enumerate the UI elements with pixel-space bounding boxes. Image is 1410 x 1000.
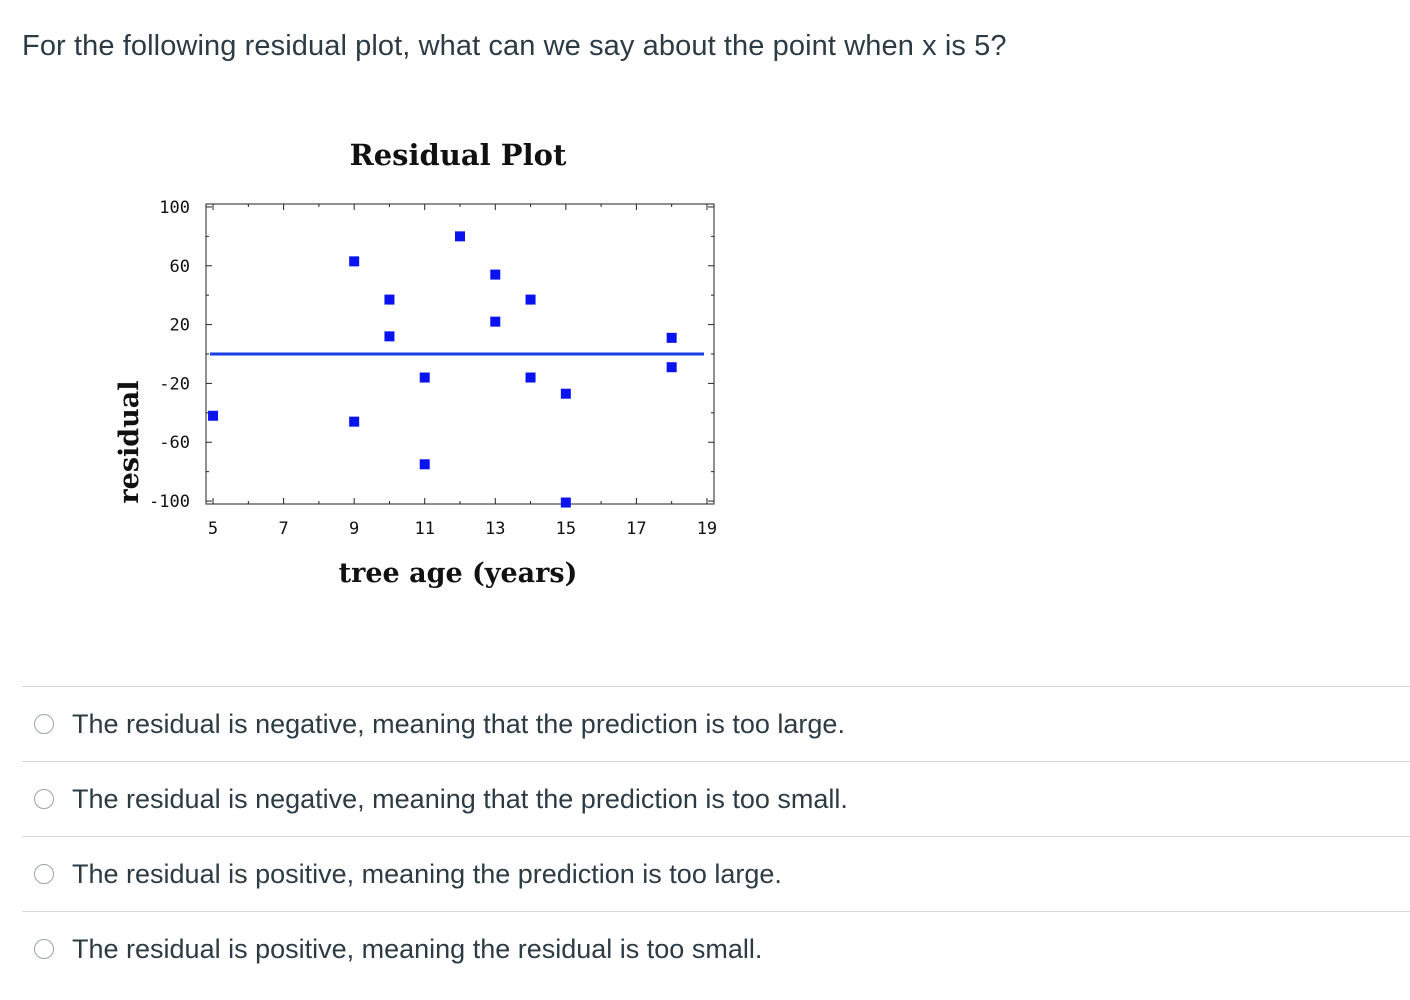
- data-point: [455, 231, 465, 242]
- x-axis-label: tree age (years): [339, 558, 578, 589]
- y-tick-label: -100: [149, 492, 190, 512]
- residual-plot-chart: Residual Plot 5 7 9 11 13 15 17 19 100 60 20 -20 -60…: [100, 130, 740, 610]
- data-point: [384, 294, 395, 305]
- x-tick-label: 7: [278, 519, 288, 539]
- data-points: [208, 231, 677, 508]
- chart-title: Residual Plot: [350, 138, 567, 172]
- data-point: [208, 410, 219, 421]
- answer-options: The residual is negative, meaning that t…: [22, 686, 1410, 986]
- radio-button[interactable]: [34, 864, 54, 884]
- data-point: [560, 388, 571, 399]
- data-point: [666, 362, 677, 373]
- y-tick-label: -60: [159, 433, 190, 453]
- data-point: [490, 269, 501, 280]
- data-point: [525, 294, 536, 305]
- data-point: [525, 372, 536, 383]
- data-point: [349, 256, 360, 267]
- answer-option-2[interactable]: The residual is negative, meaning that t…: [22, 761, 1410, 836]
- data-point: [490, 316, 501, 327]
- axis-tick-labels: 5 7 9 11 13 15 17 19 100 60 20 -20 -60 -100: [149, 198, 717, 539]
- y-tick-label: 100: [159, 198, 190, 218]
- answer-option-4[interactable]: The residual is positive, meaning the re…: [22, 911, 1410, 986]
- radio-button[interactable]: [34, 939, 54, 959]
- x-tick-label: 11: [414, 519, 434, 539]
- y-tick-label: 20: [170, 316, 190, 336]
- answer-option-1[interactable]: The residual is negative, meaning that t…: [22, 686, 1410, 761]
- data-point: [349, 416, 360, 427]
- data-point: [560, 497, 571, 508]
- answer-label: The residual is negative, meaning that t…: [72, 783, 848, 814]
- data-point: [419, 459, 430, 470]
- radio-button[interactable]: [34, 714, 54, 734]
- y-tick-label: -20: [159, 374, 190, 394]
- answer-label: The residual is positive, meaning the pr…: [72, 858, 782, 889]
- x-tick-label: 5: [208, 519, 218, 539]
- question-text: For the following residual plot, what ca…: [22, 30, 1007, 62]
- x-tick-label: 19: [697, 519, 717, 539]
- radio-button[interactable]: [34, 789, 54, 809]
- answer-option-3[interactable]: The residual is positive, meaning the pr…: [22, 836, 1410, 911]
- x-tick-label: 17: [626, 519, 646, 539]
- y-axis-label: residual: [114, 380, 145, 503]
- residual-plot-svg: Residual Plot 5 7 9 11 13 15 17 19 100 60 20 -20 -60…: [114, 138, 717, 589]
- data-point: [419, 372, 430, 383]
- axis-ticks: [206, 204, 714, 504]
- x-tick-label: 9: [349, 519, 359, 539]
- answer-label: The residual is positive, meaning the re…: [72, 933, 763, 964]
- x-tick-label: 13: [485, 519, 505, 539]
- data-point: [384, 331, 395, 342]
- y-tick-label: 60: [170, 257, 190, 277]
- data-point: [666, 332, 677, 343]
- answer-label: The residual is negative, meaning that t…: [72, 708, 845, 739]
- x-tick-label: 15: [556, 519, 576, 539]
